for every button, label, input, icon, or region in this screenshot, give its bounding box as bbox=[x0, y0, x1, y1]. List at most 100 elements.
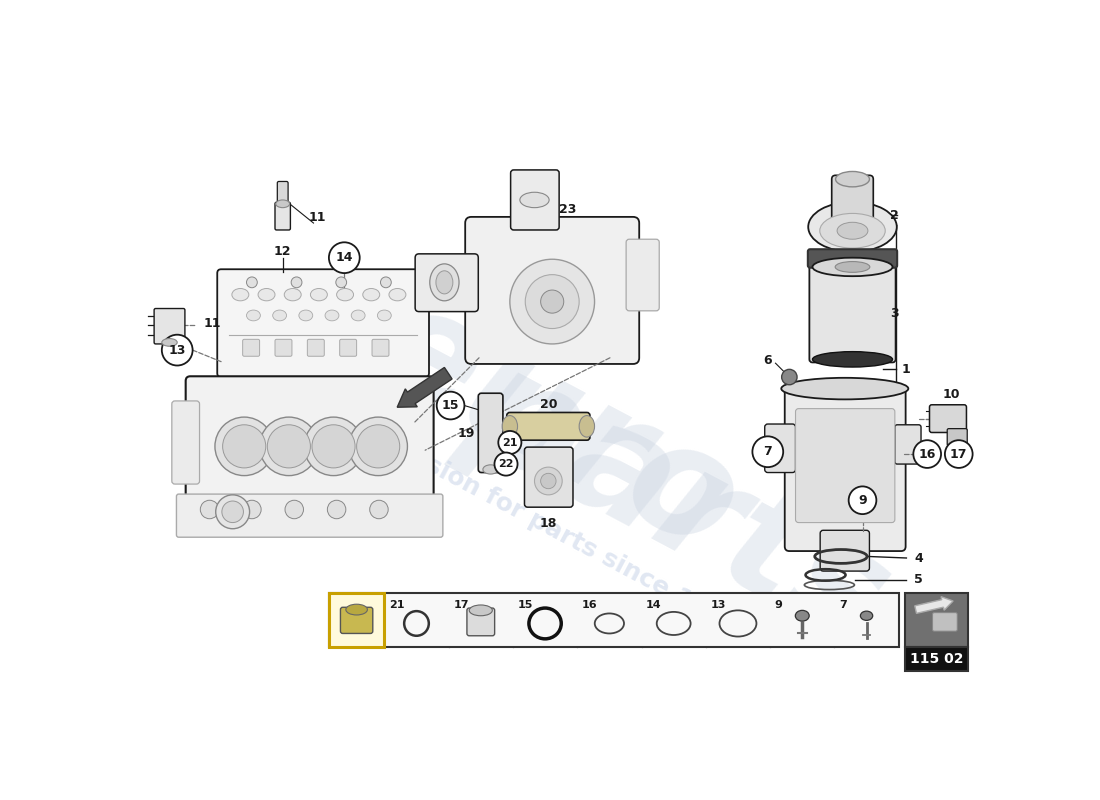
Circle shape bbox=[285, 500, 304, 518]
FancyBboxPatch shape bbox=[465, 217, 639, 364]
FancyBboxPatch shape bbox=[415, 254, 478, 312]
Text: 9: 9 bbox=[774, 600, 782, 610]
FancyArrow shape bbox=[397, 367, 452, 407]
FancyBboxPatch shape bbox=[895, 425, 921, 464]
Circle shape bbox=[328, 500, 345, 518]
Text: 12: 12 bbox=[274, 245, 292, 258]
Circle shape bbox=[329, 242, 360, 273]
FancyBboxPatch shape bbox=[821, 530, 869, 571]
FancyBboxPatch shape bbox=[807, 250, 898, 268]
Circle shape bbox=[246, 277, 257, 288]
Circle shape bbox=[782, 370, 797, 385]
Text: 22: 22 bbox=[336, 600, 351, 610]
Text: 7: 7 bbox=[763, 446, 772, 458]
Ellipse shape bbox=[781, 378, 909, 399]
Ellipse shape bbox=[351, 310, 365, 321]
FancyBboxPatch shape bbox=[154, 309, 185, 344]
Circle shape bbox=[200, 500, 219, 518]
Text: 11: 11 bbox=[309, 211, 326, 224]
Circle shape bbox=[305, 417, 363, 476]
Ellipse shape bbox=[579, 415, 595, 437]
Ellipse shape bbox=[470, 605, 493, 616]
Text: 17: 17 bbox=[950, 447, 968, 461]
Ellipse shape bbox=[284, 289, 301, 301]
Circle shape bbox=[437, 392, 464, 419]
Circle shape bbox=[349, 417, 407, 476]
FancyBboxPatch shape bbox=[525, 447, 573, 507]
Text: 21: 21 bbox=[389, 600, 405, 610]
Text: 15: 15 bbox=[517, 600, 532, 610]
Ellipse shape bbox=[246, 310, 261, 321]
Circle shape bbox=[356, 425, 399, 468]
Circle shape bbox=[381, 277, 392, 288]
Ellipse shape bbox=[835, 262, 870, 272]
FancyBboxPatch shape bbox=[832, 175, 873, 222]
Ellipse shape bbox=[813, 352, 892, 367]
Circle shape bbox=[336, 277, 346, 288]
Text: 20: 20 bbox=[540, 398, 557, 410]
Circle shape bbox=[495, 453, 517, 476]
Text: 11: 11 bbox=[204, 317, 221, 330]
Text: a passion for parts since 1985: a passion for parts since 1985 bbox=[354, 417, 742, 638]
Text: 16: 16 bbox=[582, 600, 597, 610]
Ellipse shape bbox=[483, 465, 498, 474]
Ellipse shape bbox=[860, 611, 872, 620]
FancyBboxPatch shape bbox=[329, 593, 384, 646]
Text: 3: 3 bbox=[890, 306, 899, 320]
Ellipse shape bbox=[273, 310, 286, 321]
Text: 16: 16 bbox=[918, 447, 936, 461]
Text: 22: 22 bbox=[498, 459, 514, 469]
FancyBboxPatch shape bbox=[466, 608, 495, 636]
Ellipse shape bbox=[345, 604, 367, 615]
Text: 17: 17 bbox=[453, 600, 469, 610]
Circle shape bbox=[243, 500, 261, 518]
Circle shape bbox=[913, 440, 942, 468]
Ellipse shape bbox=[276, 200, 289, 208]
Circle shape bbox=[370, 500, 388, 518]
FancyBboxPatch shape bbox=[275, 202, 290, 230]
Circle shape bbox=[222, 501, 243, 522]
FancyBboxPatch shape bbox=[172, 401, 199, 484]
FancyBboxPatch shape bbox=[186, 376, 433, 536]
Text: 18: 18 bbox=[540, 517, 557, 530]
FancyBboxPatch shape bbox=[626, 239, 659, 311]
Ellipse shape bbox=[520, 192, 549, 208]
Circle shape bbox=[292, 277, 301, 288]
Ellipse shape bbox=[836, 171, 869, 187]
Text: 9: 9 bbox=[858, 494, 867, 506]
Text: 13: 13 bbox=[168, 344, 186, 357]
Circle shape bbox=[535, 467, 562, 495]
Ellipse shape bbox=[389, 289, 406, 301]
FancyBboxPatch shape bbox=[507, 413, 590, 440]
Text: 23: 23 bbox=[559, 202, 576, 216]
Circle shape bbox=[267, 425, 310, 468]
FancyBboxPatch shape bbox=[933, 613, 957, 631]
FancyBboxPatch shape bbox=[277, 182, 288, 206]
FancyBboxPatch shape bbox=[329, 593, 899, 646]
Ellipse shape bbox=[430, 264, 459, 301]
Ellipse shape bbox=[299, 310, 312, 321]
Ellipse shape bbox=[258, 289, 275, 301]
FancyBboxPatch shape bbox=[372, 339, 389, 356]
Text: 10: 10 bbox=[943, 388, 960, 402]
FancyBboxPatch shape bbox=[510, 170, 559, 230]
Circle shape bbox=[498, 431, 521, 454]
Text: euro: euro bbox=[348, 269, 764, 585]
Text: 7: 7 bbox=[839, 600, 847, 610]
Text: 14: 14 bbox=[336, 251, 353, 264]
Text: 21: 21 bbox=[502, 438, 518, 447]
Circle shape bbox=[541, 474, 557, 489]
FancyBboxPatch shape bbox=[784, 388, 905, 551]
FancyBboxPatch shape bbox=[795, 409, 895, 522]
FancyBboxPatch shape bbox=[947, 429, 967, 446]
FancyBboxPatch shape bbox=[243, 339, 260, 356]
FancyBboxPatch shape bbox=[930, 405, 967, 433]
FancyBboxPatch shape bbox=[307, 339, 324, 356]
FancyBboxPatch shape bbox=[218, 270, 429, 377]
Ellipse shape bbox=[820, 214, 886, 248]
Ellipse shape bbox=[502, 415, 518, 437]
Ellipse shape bbox=[326, 310, 339, 321]
FancyBboxPatch shape bbox=[905, 593, 968, 646]
Circle shape bbox=[541, 290, 563, 313]
Circle shape bbox=[260, 417, 318, 476]
